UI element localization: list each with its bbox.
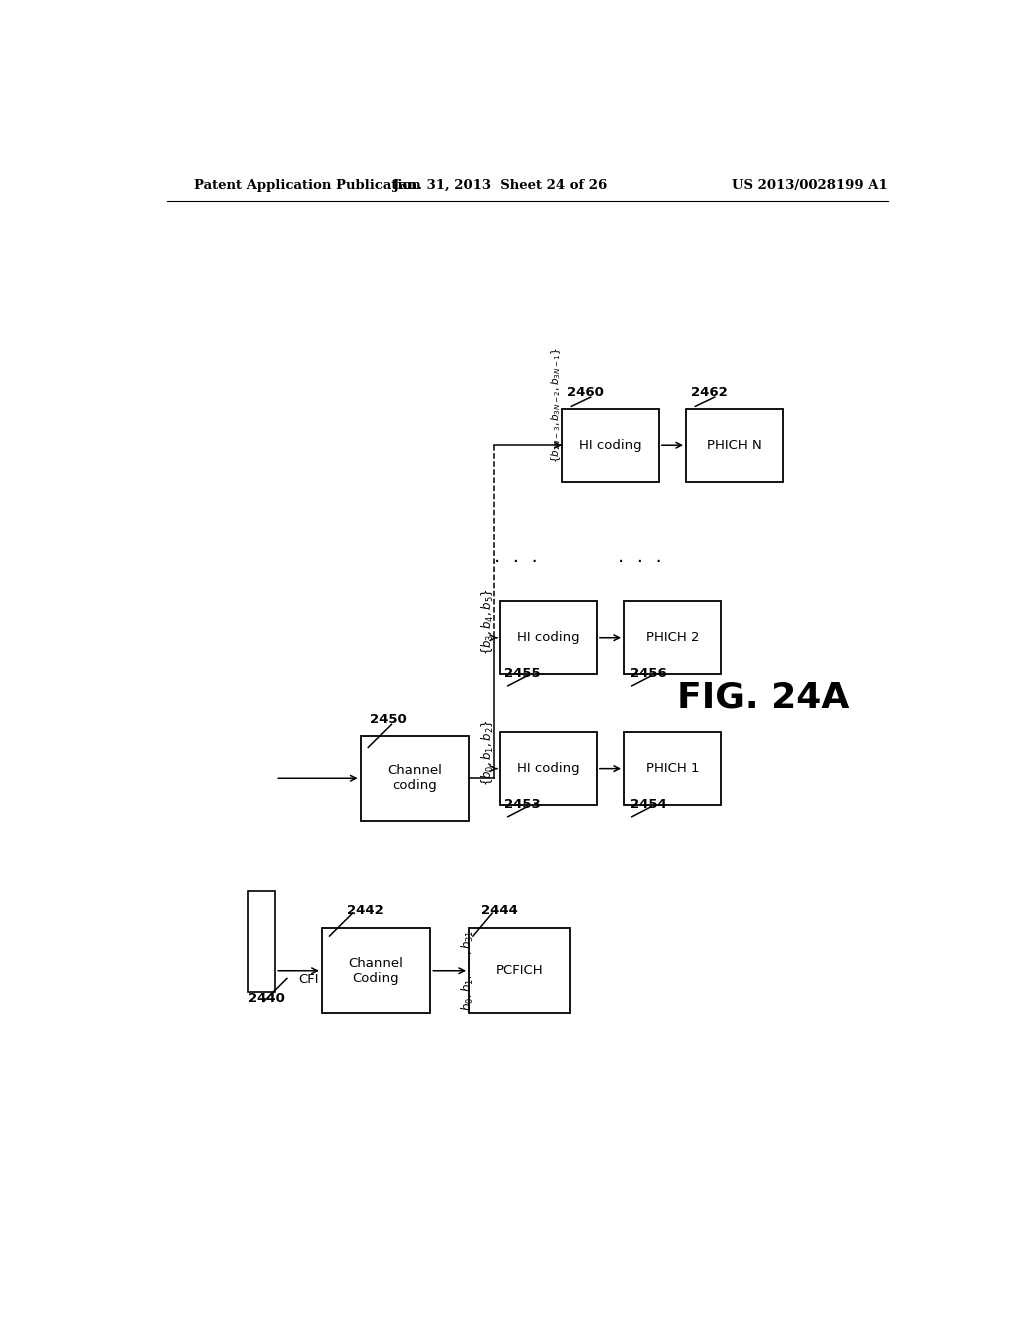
Text: HI coding: HI coding: [517, 762, 580, 775]
Bar: [500, 601, 597, 675]
Text: ·  ·  ·: · · ·: [494, 553, 538, 572]
Bar: [624, 601, 721, 675]
Text: 2462: 2462: [691, 385, 728, 399]
Text: CFI: CFI: [299, 973, 319, 986]
Text: $\{b_{2N-3},b_{3N-2},b_{3N-1}\}$: $\{b_{2N-3},b_{3N-2},b_{3N-1}\}$: [550, 347, 563, 462]
Text: PHICH N: PHICH N: [707, 438, 762, 451]
Text: 2453: 2453: [504, 799, 541, 812]
Text: HI coding: HI coding: [517, 631, 580, 644]
Text: 2440: 2440: [248, 993, 285, 1006]
Text: Channel
Coding: Channel Coding: [348, 957, 403, 985]
Text: PCFICH: PCFICH: [496, 964, 543, 977]
Text: 2450: 2450: [370, 713, 407, 726]
Bar: [562, 409, 658, 482]
Text: PHICH 1: PHICH 1: [646, 762, 699, 775]
Text: US 2013/0028199 A1: US 2013/0028199 A1: [732, 178, 888, 191]
Bar: [360, 737, 469, 821]
Bar: [469, 928, 569, 1014]
Bar: [624, 733, 721, 805]
Text: 2454: 2454: [630, 799, 667, 812]
Text: 2442: 2442: [346, 904, 383, 917]
Text: PHICH 2: PHICH 2: [646, 631, 699, 644]
Text: HI coding: HI coding: [580, 438, 642, 451]
Text: $b_0,b_1,...,b_{31}$: $b_0,b_1,...,b_{31}$: [460, 931, 475, 1011]
Bar: [500, 733, 597, 805]
Text: $\{b_3,b_4,b_5\}$: $\{b_3,b_4,b_5\}$: [479, 589, 496, 655]
Text: 2456: 2456: [630, 668, 667, 681]
Text: Channel
coding: Channel coding: [387, 764, 442, 792]
Text: Jan. 31, 2013  Sheet 24 of 26: Jan. 31, 2013 Sheet 24 of 26: [393, 178, 607, 191]
Bar: [248, 891, 275, 993]
Bar: [686, 409, 783, 482]
Text: 2455: 2455: [504, 668, 541, 681]
Text: $\{b_0,b_1,b_2\}$: $\{b_0,b_1,b_2\}$: [479, 719, 496, 785]
Text: 2460: 2460: [567, 385, 604, 399]
Text: ·  ·  ·: · · ·: [617, 553, 662, 572]
Bar: [322, 928, 430, 1014]
Text: 2444: 2444: [480, 904, 517, 917]
Text: Patent Application Publication: Patent Application Publication: [194, 178, 421, 191]
Text: FIG. 24A: FIG. 24A: [677, 680, 850, 714]
